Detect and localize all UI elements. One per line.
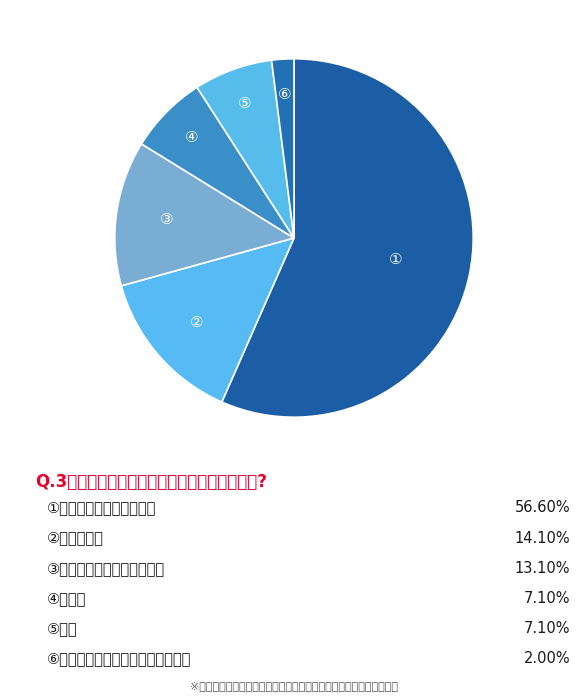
Text: ①: ① <box>389 252 403 267</box>
Text: 7.10%: 7.10% <box>524 621 570 636</box>
Text: ④: ④ <box>185 130 199 145</box>
Wedge shape <box>142 88 294 238</box>
Text: ③: ③ <box>159 212 173 228</box>
Text: 13.10%: 13.10% <box>515 561 570 575</box>
Wedge shape <box>121 238 294 402</box>
Wedge shape <box>115 144 294 286</box>
Wedge shape <box>197 60 294 238</box>
Text: ⑥住宅確保要配慮者に貸したくない: ⑥住宅確保要配慮者に貸したくない <box>47 651 192 666</box>
Wedge shape <box>272 59 294 238</box>
Text: ⑤面倒: ⑤面倒 <box>47 621 78 636</box>
Text: ①仕組みがよくわからない: ①仕組みがよくわからない <box>47 500 156 515</box>
Text: 14.10%: 14.10% <box>514 531 570 545</box>
Text: ⑤: ⑤ <box>238 96 252 111</box>
Text: ②空室がない: ②空室がない <box>47 531 104 545</box>
Text: ※住宅確保要配慮者向け賃貸住宅の登録制度を利用していない方のみ: ※住宅確保要配慮者向け賃貸住宅の登録制度を利用していない方のみ <box>190 681 398 691</box>
Text: ③登録条件を満たしていない: ③登録条件を満たしていない <box>47 561 165 575</box>
Text: 7.10%: 7.10% <box>524 591 570 606</box>
Text: 2.00%: 2.00% <box>524 651 570 666</box>
Text: 56.60%: 56.60% <box>514 500 570 515</box>
Text: ⑥: ⑥ <box>278 88 292 102</box>
Text: Q.3で「していない」を選んだ理由は何ですか?: Q.3で「していない」を選んだ理由は何ですか? <box>35 473 268 491</box>
Wedge shape <box>222 59 473 417</box>
Text: ④その他: ④その他 <box>47 591 86 606</box>
Text: ②: ② <box>189 315 203 330</box>
